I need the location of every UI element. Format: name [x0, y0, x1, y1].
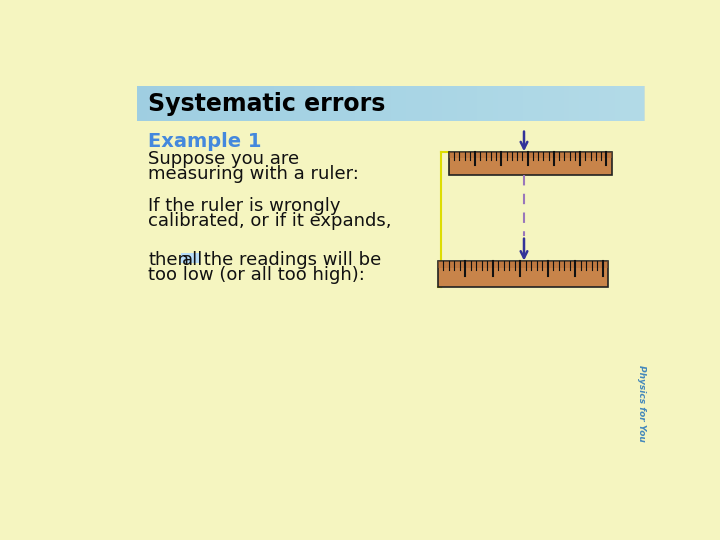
Text: Suppose you are: Suppose you are	[148, 150, 300, 168]
Text: Example 1: Example 1	[148, 132, 261, 151]
Text: then: then	[148, 251, 189, 268]
Text: Physics for You: Physics for You	[636, 365, 646, 442]
Bar	[449, 152, 611, 158]
Bar	[438, 261, 608, 287]
Bar	[449, 152, 611, 175]
Text: measuring with a ruler:: measuring with a ruler:	[148, 165, 359, 183]
Bar	[137, 86, 644, 121]
Bar	[438, 261, 608, 268]
Text: all: all	[182, 251, 204, 268]
Text: calibrated, or if it expands,: calibrated, or if it expands,	[148, 212, 392, 230]
Text: the readings will be: the readings will be	[199, 251, 382, 268]
Text: too low (or all too high):: too low (or all too high):	[148, 266, 365, 284]
Text: Systematic errors: Systematic errors	[148, 92, 385, 116]
Text: If the ruler is wrongly: If the ruler is wrongly	[148, 197, 341, 215]
Bar	[181, 253, 199, 264]
